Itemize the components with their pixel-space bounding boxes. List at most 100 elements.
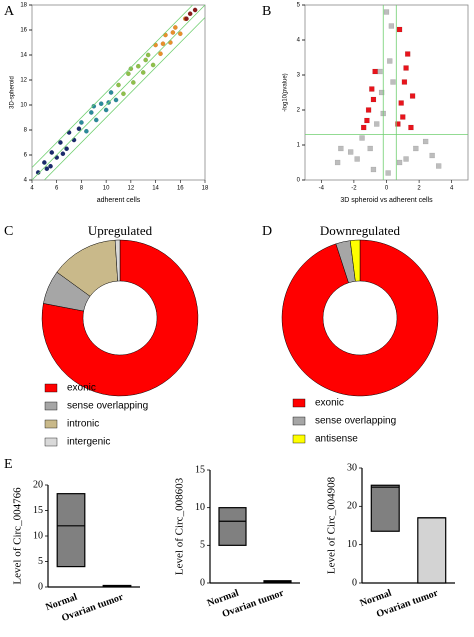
y-axis-label: Level of Circ_004908 [326, 476, 338, 574]
point [408, 124, 414, 131]
donut-slice [114, 239, 121, 282]
point [158, 51, 163, 57]
point [396, 26, 403, 33]
point [370, 166, 377, 173]
point [42, 160, 47, 165]
y-tick-label: 20 [347, 501, 357, 512]
point [374, 121, 380, 127]
point [398, 100, 404, 106]
y-tick-label: 2 [297, 108, 301, 114]
point [35, 170, 41, 175]
x-tick-label: 10 [103, 186, 110, 192]
y-tick-label: 5 [38, 556, 43, 567]
legend-swatch [44, 437, 58, 447]
range-bar [417, 517, 447, 584]
y-tick-label: 8 [24, 128, 28, 134]
y-tick-label: 4 [297, 38, 301, 44]
point [44, 166, 50, 172]
point [400, 114, 406, 120]
point [436, 163, 442, 169]
point [388, 23, 395, 29]
y-tick-label: 20 [33, 479, 43, 490]
y-tick-label: 0 [38, 581, 43, 592]
y-tick-label: 10 [20, 103, 27, 109]
point [153, 42, 158, 48]
legend-swatch [44, 383, 58, 393]
point [172, 25, 178, 30]
y-tick-label: 5 [297, 3, 301, 9]
point [58, 140, 63, 145]
point [383, 9, 390, 15]
y-axis-label: -log10(pvalue) [283, 73, 289, 111]
chart-title: Upregulated [88, 223, 153, 238]
y-tick-label: 0 [297, 178, 301, 184]
y-axis-label: 3D-spheroid [10, 76, 16, 109]
point [98, 101, 104, 107]
x-tick-label: 14 [152, 186, 159, 192]
guide-line [31, 4, 193, 168]
x-tick-label: 12 [128, 186, 135, 192]
y-tick-label: 30 [347, 462, 357, 473]
point [49, 150, 55, 155]
x-tick-label: 6 [55, 186, 59, 192]
point [429, 152, 435, 159]
point [160, 41, 166, 47]
y-tick-label: 0 [200, 577, 205, 588]
point [338, 145, 344, 152]
point [359, 135, 365, 141]
point [367, 145, 373, 152]
point [347, 149, 354, 155]
point [128, 66, 134, 72]
y-tick-label: 5 [200, 540, 205, 551]
legend-label: intergenic [67, 437, 110, 448]
point [354, 156, 360, 162]
x-tick-label: 8 [80, 186, 84, 192]
point [79, 120, 84, 125]
x-axis-label: 3D spheroid vs adherent cells [340, 197, 433, 204]
panel-letter: B [262, 4, 271, 19]
point [116, 82, 121, 88]
y-tick-label: 10 [195, 502, 205, 513]
legend-swatch [292, 398, 306, 408]
legend-label: exonic [315, 398, 344, 409]
point [369, 86, 375, 92]
point [135, 63, 141, 69]
point [372, 68, 378, 75]
donut-slice [349, 239, 361, 282]
point [192, 7, 198, 13]
point [60, 151, 66, 157]
point [170, 30, 176, 35]
point [361, 124, 367, 131]
point [143, 57, 149, 63]
y-tick-label: 15 [33, 505, 43, 516]
legend-label: antisense [315, 434, 358, 445]
point [93, 117, 99, 123]
donut-slice [41, 239, 199, 397]
point [395, 121, 401, 127]
point [113, 97, 119, 103]
point [163, 32, 168, 38]
point [71, 137, 77, 143]
point [334, 159, 341, 166]
point [177, 31, 183, 37]
point [413, 145, 419, 152]
y-tick-label: 1 [297, 143, 301, 149]
x-tick-label: 0 [385, 186, 389, 192]
point [396, 159, 403, 166]
point [385, 170, 391, 176]
point [64, 146, 69, 152]
point [48, 163, 53, 169]
point [378, 89, 385, 96]
point [76, 126, 82, 132]
legend-swatch [292, 416, 306, 426]
x-axis-label: adherent cells [97, 197, 141, 204]
x-tick-label: 16 [177, 186, 184, 192]
range-bar [218, 507, 247, 546]
y-tick-label: 3 [297, 73, 301, 79]
y-tick-label: 10 [33, 530, 43, 541]
point [403, 156, 409, 162]
point [126, 71, 131, 77]
point [187, 11, 193, 17]
point [377, 68, 383, 75]
